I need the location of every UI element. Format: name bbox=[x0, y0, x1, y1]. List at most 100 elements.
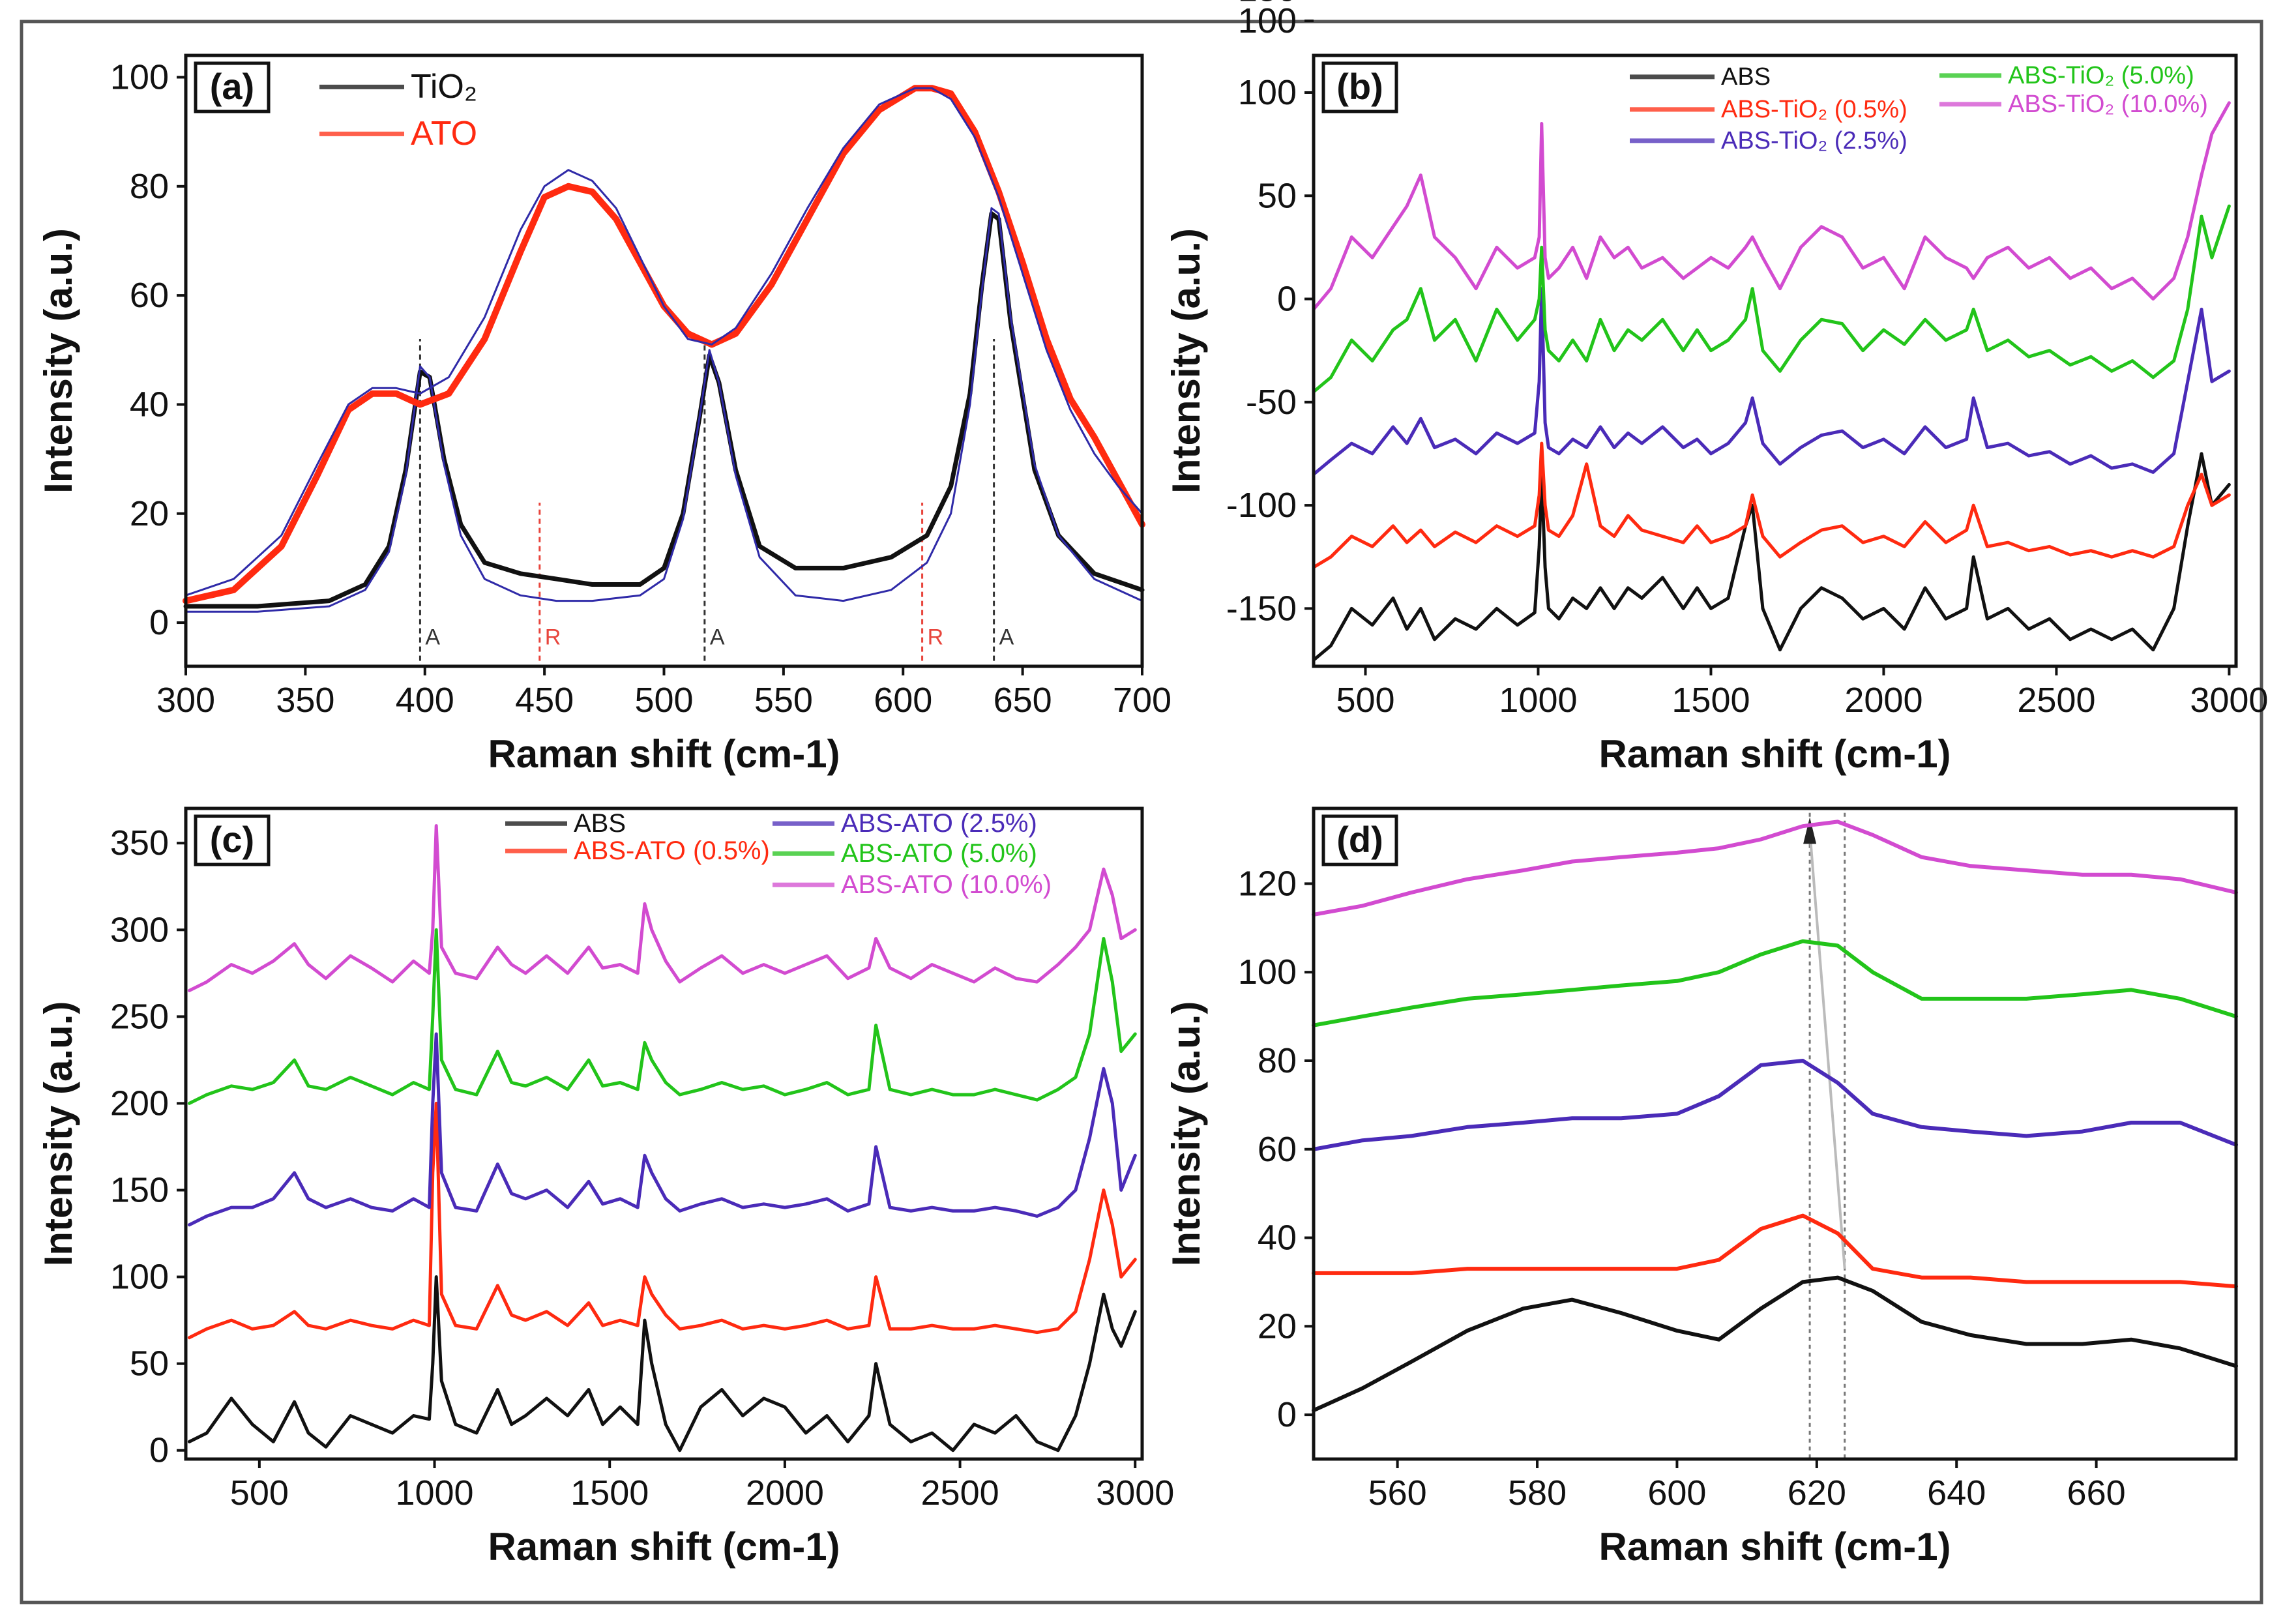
x-tick-label: 3000 bbox=[1096, 1473, 1174, 1513]
panel-c: 500 1000 1500 2000 2500 3000 0 50 100 150 200 250 30… bbox=[37, 806, 1174, 1569]
x-tick-label: 1000 bbox=[1499, 681, 1577, 720]
y-tick-label: 100 bbox=[110, 57, 169, 96]
panel-label-box bbox=[194, 814, 271, 866]
plot-frame bbox=[1312, 806, 2238, 1461]
x-tick-label: 1000 bbox=[395, 1473, 473, 1513]
x-tick-label: 450 bbox=[515, 681, 574, 720]
series-line-abs-ato-10-0- bbox=[1312, 819, 2238, 917]
x-tick-label: 600 bbox=[874, 681, 932, 720]
y-tick-label: 50 bbox=[130, 1344, 169, 1383]
peak-marker-label: R bbox=[545, 625, 561, 650]
x-axis-label: Raman shift (cm-1) bbox=[488, 1525, 840, 1569]
panel-a: A R A R A 300 350 400 450 500 550 600 650 700 0 20 40 60 8… bbox=[37, 53, 1171, 776]
y-tick-label: -150 bbox=[1226, 589, 1297, 628]
panel-label-box bbox=[194, 61, 271, 113]
panel-label: (a) bbox=[210, 66, 254, 107]
y-tick-label: 120 bbox=[1238, 864, 1297, 903]
y-axis-label: Intensity (a.u.) bbox=[1164, 228, 1208, 494]
y-tick-label: 100 bbox=[1238, 952, 1297, 992]
y-tick-label: 80 bbox=[1258, 1041, 1297, 1080]
x-tick-label: 2000 bbox=[1844, 681, 1922, 720]
y-tick-label: 150 bbox=[1238, 0, 1297, 9]
y-tick-label: 0 bbox=[149, 603, 169, 642]
series-line-ato-fit bbox=[184, 87, 1143, 597]
series-line-tio-fit bbox=[184, 207, 1143, 613]
x-tick-label: 500 bbox=[634, 681, 693, 720]
x-tick-label: 3000 bbox=[2190, 681, 2268, 720]
peak-marker-label: A bbox=[999, 625, 1014, 650]
x-tick-label: 700 bbox=[1113, 681, 1171, 720]
x-tick-label: 500 bbox=[1336, 681, 1394, 720]
x-tick-label: 600 bbox=[1647, 1473, 1706, 1513]
x-tick-label: 300 bbox=[156, 681, 215, 720]
x-tick-label: 500 bbox=[230, 1473, 289, 1513]
plot-frame bbox=[1312, 53, 2238, 668]
panel-label: (d) bbox=[1336, 819, 1383, 860]
peak-marker-label: A bbox=[425, 625, 440, 650]
series-line-abs-ato-10-0- bbox=[187, 824, 1137, 992]
series-line-abs-ato-0-5- bbox=[1312, 1213, 2238, 1289]
y-tick-label: 100 bbox=[110, 1258, 169, 1297]
x-tick-label: 2500 bbox=[921, 1473, 999, 1513]
x-axis-label: Raman shift (cm-1) bbox=[1598, 1525, 1951, 1569]
series-line-abs bbox=[1312, 1275, 2238, 1413]
y-tick-label: 100 bbox=[1238, 1, 1297, 40]
panel-b: 50010001500200025003000100150100500-50-1… bbox=[1164, 0, 2268, 776]
y-tick-label: 300 bbox=[110, 910, 169, 949]
y-tick-label: 150 bbox=[110, 1170, 169, 1209]
peak-marker-label: A bbox=[710, 625, 725, 650]
y-tick-label: 0 bbox=[1277, 280, 1297, 319]
x-tick-label: 1500 bbox=[570, 1473, 649, 1513]
legend-label: ABS-ATO (10.0%) bbox=[841, 870, 1052, 899]
y-tick-label: 60 bbox=[1258, 1130, 1297, 1169]
y-tick-label: 60 bbox=[130, 276, 169, 315]
legend-label: ABS-TiO₂ (0.5%) bbox=[1721, 96, 1907, 123]
x-tick-label: 560 bbox=[1368, 1473, 1427, 1513]
x-axis-label: Raman shift (cm-1) bbox=[1598, 732, 1951, 776]
peak-shift-arrow bbox=[1808, 830, 1846, 1269]
legend-label: ABS-ATO (0.5%) bbox=[574, 836, 770, 865]
peak-marker-label: R bbox=[928, 625, 944, 650]
series-line-abs-ato-2-5- bbox=[1312, 1059, 2238, 1151]
y-axis-label: Intensity (a.u.) bbox=[37, 228, 80, 494]
legend-label: ABS-TiO₂ (5.0%) bbox=[2008, 62, 2194, 89]
x-tick-label: 650 bbox=[994, 681, 1052, 720]
y-tick-label: 200 bbox=[110, 1084, 169, 1123]
series-line-abs-ato-0-5- bbox=[187, 1101, 1137, 1340]
y-tick-label: -50 bbox=[1246, 383, 1297, 422]
legend-label: ABS bbox=[574, 809, 626, 838]
y-tick-label: 0 bbox=[149, 1431, 169, 1470]
y-tick-label: 250 bbox=[110, 997, 169, 1036]
y-tick-label: 20 bbox=[130, 494, 169, 533]
panel-label-box bbox=[1321, 814, 1398, 866]
series-line-abs-ato-5-0- bbox=[187, 928, 1137, 1105]
series-line-abs-tio-0-5- bbox=[1312, 441, 2231, 569]
legend-label: ATO bbox=[411, 115, 477, 153]
panel-label: (b) bbox=[1336, 66, 1383, 107]
y-tick-label: 40 bbox=[1258, 1218, 1297, 1258]
series-line-abs bbox=[1312, 452, 2231, 662]
x-tick-label: 550 bbox=[754, 681, 813, 720]
y-tick-label: 100 bbox=[1238, 73, 1297, 112]
legend-label: ABS-TiO₂ (2.5%) bbox=[1721, 127, 1907, 155]
x-tick-label: 640 bbox=[1927, 1473, 1986, 1513]
series-line-abs-tio-2-5- bbox=[1312, 287, 2231, 477]
series-line-ato bbox=[183, 85, 1145, 604]
y-tick-label: 350 bbox=[110, 823, 169, 863]
y-tick-label: 20 bbox=[1258, 1307, 1297, 1346]
y-axis-label: Intensity (a.u.) bbox=[37, 1001, 80, 1267]
y-tick-label: 50 bbox=[1258, 176, 1297, 215]
series-line-abs-ato-5-0- bbox=[1312, 939, 2238, 1027]
series-line-abs-tio-5-0- bbox=[1312, 204, 2231, 394]
x-axis-label: Raman shift (cm-1) bbox=[488, 732, 840, 776]
series-line-abs-tio-10-0- bbox=[1312, 101, 2231, 311]
y-axis-label: Intensity (a.u.) bbox=[1164, 1001, 1208, 1267]
series-line-abs-ato-2-5- bbox=[187, 1032, 1137, 1227]
y-tick-label: 0 bbox=[1277, 1395, 1297, 1434]
legend-label: ABS bbox=[1721, 63, 1771, 91]
x-tick-label: 400 bbox=[396, 681, 454, 720]
legend-label: TiO₂ bbox=[411, 68, 477, 106]
plot-frame bbox=[184, 806, 1144, 1461]
series-line-abs bbox=[187, 1275, 1137, 1453]
